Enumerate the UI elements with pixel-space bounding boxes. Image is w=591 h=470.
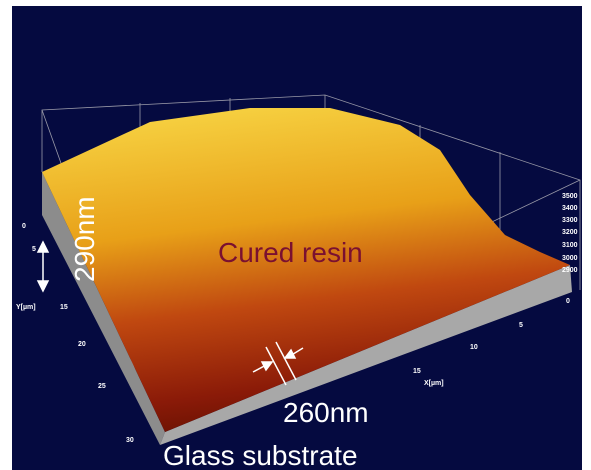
z-tick-label: 3200: [562, 229, 578, 236]
substrate-label: Glass substrate: [163, 440, 358, 470]
y-tick-label: 15: [60, 304, 68, 311]
y-tick-label: 25: [98, 383, 106, 390]
z-tick-label: 3000: [562, 255, 578, 262]
z-tick-label: 3500: [562, 193, 578, 200]
y-tick-label: 5: [32, 246, 36, 253]
x-tick-label: 0: [566, 298, 570, 305]
height-label: 290nm: [69, 196, 100, 282]
z-tick-label: 3300: [562, 217, 578, 224]
width-label: 260nm: [283, 397, 369, 428]
material-label: Cured resin: [218, 237, 363, 268]
y-tick-label: 20: [78, 341, 86, 348]
x-axis-label: X[µm]: [424, 380, 444, 387]
z-tick-label: 2900: [562, 267, 578, 274]
z-tick-label: 3100: [562, 242, 578, 249]
y-tick-label: 30: [126, 437, 134, 444]
z-tick-label: 3400: [562, 205, 578, 212]
x-tick-label: 5: [519, 322, 523, 329]
x-tick-label: 15: [413, 368, 421, 375]
afm-image: 290nm Cured resin 260nm Glass substrate …: [0, 0, 591, 470]
x-tick-label: 10: [470, 344, 478, 351]
y-axis-label: Y[µm]: [16, 304, 36, 311]
y-tick-label: 0: [22, 223, 26, 230]
